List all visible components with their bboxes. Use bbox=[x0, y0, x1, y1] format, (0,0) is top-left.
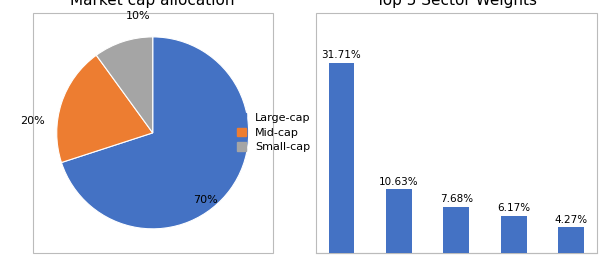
Bar bbox=[443, 207, 469, 253]
Bar bbox=[501, 216, 527, 253]
Text: 4.27%: 4.27% bbox=[555, 215, 588, 225]
Text: 7.68%: 7.68% bbox=[440, 194, 473, 204]
Text: 10.63%: 10.63% bbox=[379, 177, 418, 187]
Text: 70%: 70% bbox=[193, 195, 218, 205]
Text: 31.71%: 31.71% bbox=[322, 50, 361, 60]
Title: Market cap allocation: Market cap allocation bbox=[71, 0, 235, 7]
Wedge shape bbox=[57, 55, 153, 163]
Wedge shape bbox=[62, 37, 248, 229]
Wedge shape bbox=[96, 37, 153, 133]
Bar bbox=[33, 13, 273, 253]
Legend: Large-cap, Mid-cap, Small-cap: Large-cap, Mid-cap, Small-cap bbox=[235, 111, 313, 155]
Text: 10%: 10% bbox=[126, 11, 150, 21]
Bar bbox=[328, 63, 354, 253]
Title: Top 5 Sector Weights: Top 5 Sector Weights bbox=[376, 0, 537, 7]
Text: 20%: 20% bbox=[20, 116, 45, 126]
Text: 6.17%: 6.17% bbox=[497, 203, 530, 213]
Bar bbox=[315, 13, 597, 253]
Bar bbox=[386, 189, 412, 253]
Bar bbox=[558, 227, 584, 253]
